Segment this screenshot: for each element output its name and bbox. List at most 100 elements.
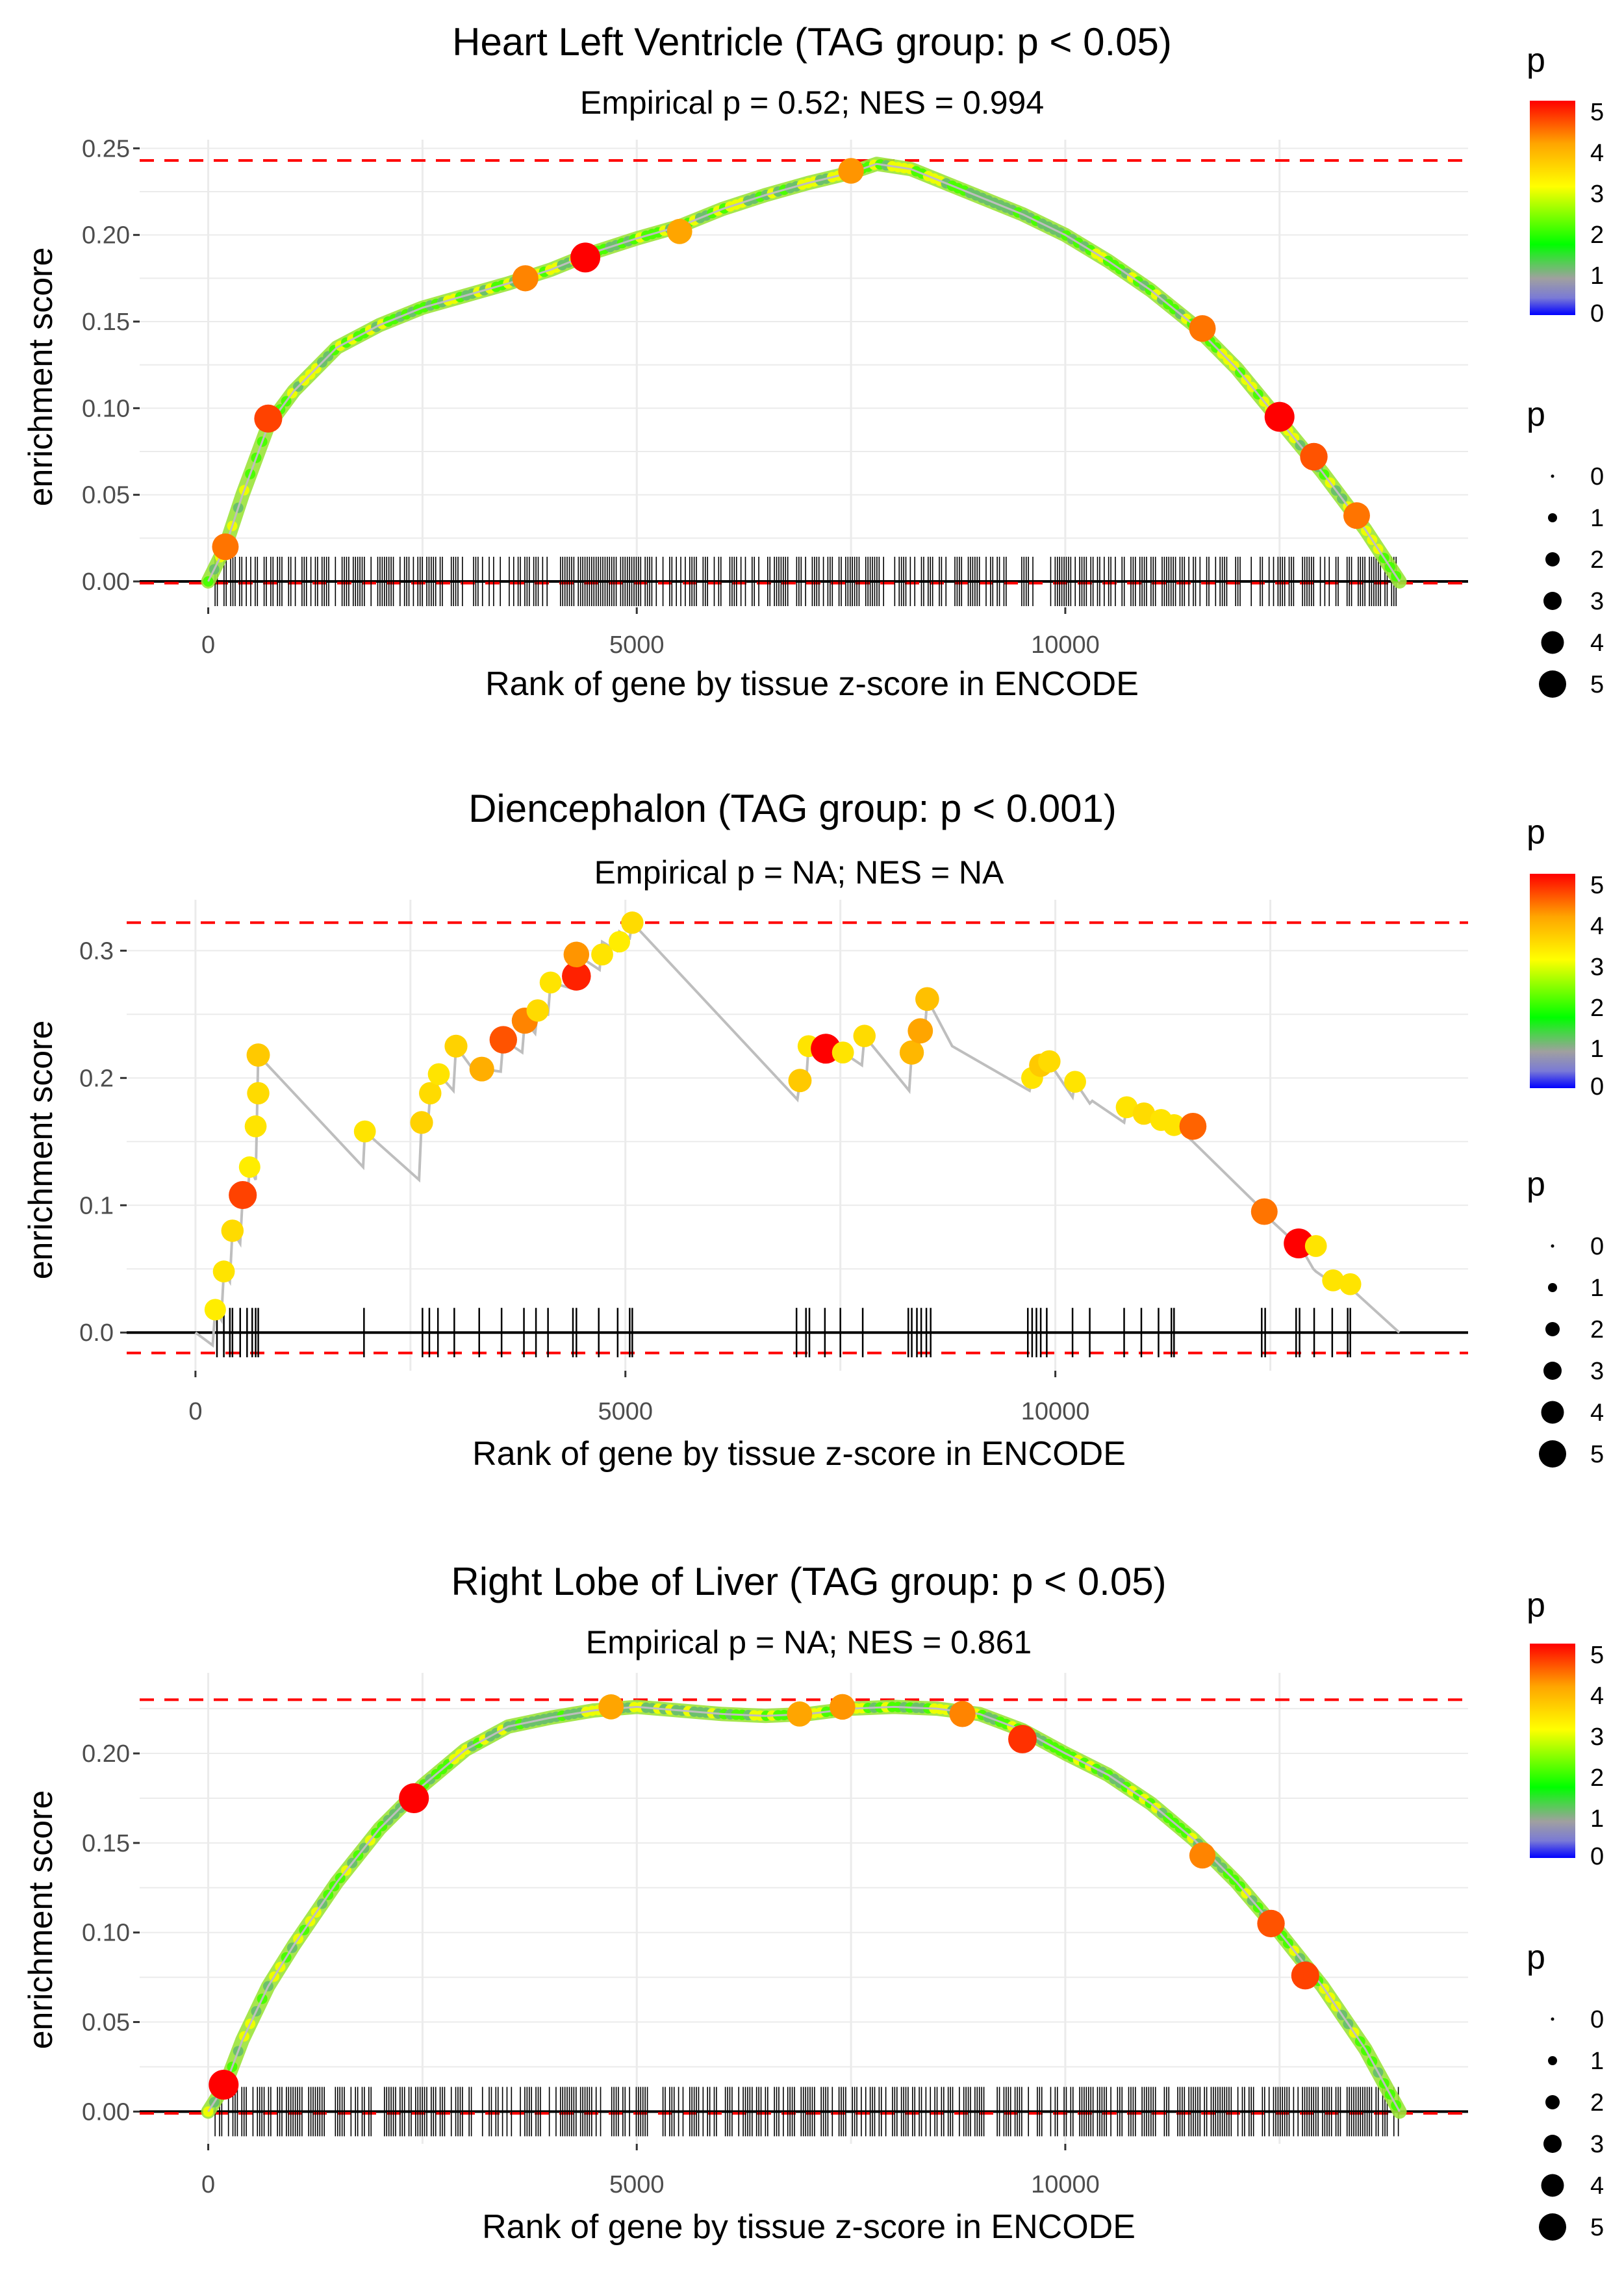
panel-2-y-tick-labels: 0.0 0.1 0.2 0.3	[79, 937, 114, 1347]
panel-2-x-tick-label: 0	[188, 1398, 202, 1425]
hit-point	[246, 1043, 270, 1067]
hit-point	[1322, 1269, 1345, 1291]
panel-1-y-axis-title: enrichment score	[22, 248, 60, 507]
panel-1-y-tick-label: 0.10	[82, 395, 130, 422]
panel-2-color-bar-labels: 5 4 3 2 1 0	[1590, 872, 1604, 1100]
panel-2-title: Diencephalon (TAG group: p < 0.001)	[468, 787, 1117, 830]
panel-2-size-legend-title: p	[1527, 1165, 1545, 1203]
panel-2-color-legend-title: p	[1527, 813, 1545, 851]
size-legend-label: 0	[1590, 2006, 1604, 2033]
panel-3-y-tick-label: 0.10	[82, 1920, 130, 1947]
size-legend-label: 2	[1590, 1316, 1604, 1343]
panel-right-lobe-of-liver: Right Lobe of Liver (TAG group: p < 0.05…	[22, 1560, 1468, 2246]
hit-point	[907, 1018, 933, 1044]
color-bar-label: 2	[1590, 995, 1604, 1022]
panel-3-legends: p 5 4 3 2 1 0 p 0 1 2 3 4 5	[1527, 1586, 1604, 2241]
panel-3-color-bar	[1530, 1644, 1575, 1858]
panel-3-title: Right Lobe of Liver (TAG group: p < 0.05…	[451, 1560, 1166, 1603]
panel-2-x-axis-title: Rank of gene by tissue z-score in ENCODE	[472, 1435, 1126, 1473]
size-legend-dot	[1543, 592, 1562, 610]
color-bar-label: 4	[1590, 1683, 1604, 1710]
size-legend-label: 3	[1590, 1358, 1604, 1385]
panel-3-y-tick-label: 0.00	[82, 2098, 130, 2126]
panel-3-x-tick-label: 10000	[1031, 2171, 1100, 2198]
size-legend-dot	[1548, 1283, 1557, 1292]
hit-point	[1257, 1909, 1285, 1938]
panel-2-size-legend: 0 1 2 3 4 5	[1539, 1233, 1604, 1468]
color-bar-label: 0	[1590, 300, 1604, 327]
size-legend-label: 5	[1590, 671, 1604, 698]
size-legend-label: 4	[1590, 1399, 1604, 1427]
hit-point	[238, 1156, 260, 1178]
panel-2-plot-area	[120, 900, 1468, 1377]
hit-point	[419, 1082, 442, 1105]
hit-point	[949, 1701, 976, 1727]
panel-3-color-legend-title: p	[1527, 1586, 1545, 1624]
panel-1-color-legend-title: p	[1527, 42, 1545, 79]
hit-point	[526, 999, 549, 1022]
size-legend-dot	[1539, 1440, 1566, 1468]
panel-2-color-bar	[1530, 874, 1575, 1088]
panel-1-title: Heart Left Ventricle (TAG group: p < 0.0…	[452, 20, 1172, 64]
color-bar-label: 1	[1590, 262, 1604, 290]
color-bar-label: 3	[1590, 181, 1604, 208]
panel-1-y-tick-label: 0.15	[82, 309, 130, 336]
size-legend-dot	[1541, 2174, 1564, 2197]
hit-point	[1115, 1096, 1138, 1119]
hit-point	[1304, 1235, 1327, 1257]
size-legend-dot	[1545, 552, 1560, 566]
panel-heart-left-ventricle: Heart Left Ventricle (TAG group: p < 0.0…	[22, 20, 1468, 703]
hit-point	[915, 987, 939, 1011]
hit-point	[831, 1041, 854, 1064]
size-legend-label: 2	[1590, 2089, 1604, 2117]
panel-1-x-axis-title: Rank of gene by tissue z-score in ENCODE	[485, 665, 1139, 703]
panel-1-y-tick-label: 0.00	[82, 568, 130, 596]
hit-point	[608, 931, 631, 953]
hit-point	[512, 265, 539, 292]
hit-point	[1189, 315, 1216, 342]
size-legend-label: 4	[1590, 630, 1604, 657]
size-legend-label: 1	[1590, 505, 1604, 532]
hit-point	[444, 1034, 468, 1058]
panel-3-size-legend-title: p	[1527, 1939, 1545, 1976]
panel-2-x-tick-label: 10000	[1021, 1398, 1090, 1425]
size-legend-label: 1	[1590, 1275, 1604, 1302]
size-legend-dot	[1551, 474, 1554, 478]
panel-3-y-axis-title: enrichment score	[22, 1790, 60, 2050]
panel-1-y-tick-labels: 0.00 0.05 0.10 0.15 0.20 0.25	[82, 135, 130, 596]
panel-2-y-tick-label: 0.0	[79, 1319, 114, 1347]
panel-1-y-tick-label: 0.20	[82, 222, 130, 249]
hit-point	[788, 1069, 812, 1093]
panel-3-size-legend: 0 1 2 3 4 5	[1539, 2006, 1604, 2241]
hit-point	[1264, 401, 1295, 432]
panel-3-x-tick-labels: 0 5000 10000	[201, 2171, 1100, 2198]
size-legend-label: 2	[1590, 546, 1604, 574]
size-legend-dot	[1548, 513, 1557, 522]
size-legend-dot	[1539, 2213, 1566, 2241]
hit-point	[1064, 1071, 1086, 1093]
color-bar-label: 3	[1590, 1724, 1604, 1751]
running-score-band	[201, 157, 1407, 589]
color-bar-label: 1	[1590, 1036, 1604, 1063]
panel-1-plot-area	[133, 140, 1468, 614]
hit-point	[598, 1694, 624, 1720]
color-bar-label: 3	[1590, 954, 1604, 981]
panel-3-y-tick-label: 0.15	[82, 1830, 130, 1857]
hit-point	[1343, 502, 1370, 529]
size-legend-dot	[1541, 631, 1564, 654]
panel-2-x-tick-label: 5000	[598, 1398, 653, 1425]
panel-1-color-bar-labels: 5 4 3 2 1 0	[1590, 99, 1604, 327]
color-bar-label: 2	[1590, 222, 1604, 249]
size-legend-label: 4	[1590, 2172, 1604, 2200]
size-legend-dot	[1545, 2095, 1560, 2109]
panel-3-subtitle: Empirical p = NA; NES = 0.861	[586, 1624, 1032, 1660]
color-bar-label: 5	[1590, 99, 1604, 126]
hit-point	[1008, 1725, 1037, 1753]
hit-point	[899, 1040, 924, 1065]
hit-point	[204, 1299, 226, 1321]
size-legend-label: 3	[1590, 588, 1604, 615]
color-bar-label: 0	[1590, 1073, 1604, 1100]
size-legend-label: 0	[1590, 1233, 1604, 1260]
panel-2-y-tick-label: 0.2	[79, 1065, 114, 1092]
color-bar-label: 4	[1590, 140, 1604, 167]
